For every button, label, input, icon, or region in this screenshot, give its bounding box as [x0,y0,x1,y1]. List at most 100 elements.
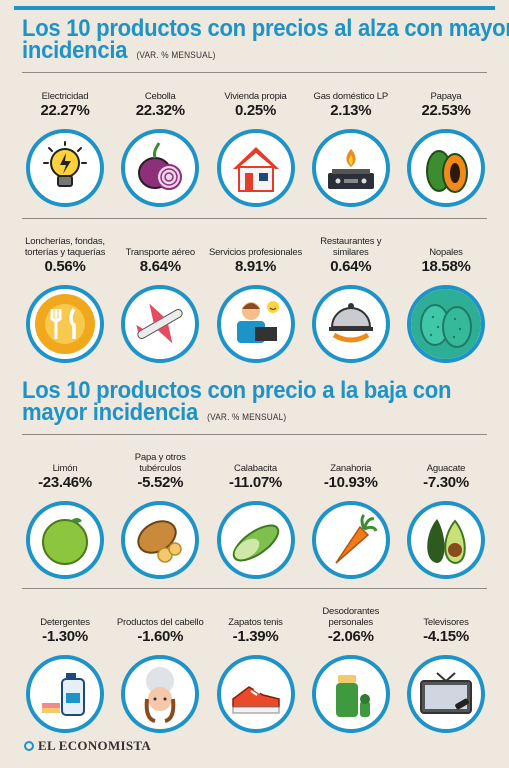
lime-icon [26,501,104,579]
lightbulb-icon [26,129,104,207]
item-label: Papa y otros tubérculos [134,452,186,474]
brand-mark-icon [24,741,34,751]
zucchini-icon [216,501,295,579]
item-label: Vivienda propia [224,90,287,102]
item-televisores: Televisores -4.15% [399,596,493,733]
item-value: -23.46% [38,474,92,491]
item-label: Zanahoria [330,462,372,474]
item-label: Zapatos tenis [228,616,283,628]
top-bar [14,6,495,10]
item-detergentes: Detergentes -1.30% [18,596,112,733]
item-papa: Papa y otros tubérculos -5.52% [113,452,207,579]
item-label: Nopales [429,246,463,258]
item-value: 22.27% [40,102,90,119]
divider [22,588,487,589]
house-icon [216,129,295,207]
item-value: 22.53% [421,102,471,119]
item-label: Productos del cabello [116,616,204,628]
item-value: -2.06% [327,628,374,645]
item-label: Electricidad [41,90,89,102]
item-value: 8.64% [139,258,181,275]
onion-icon [121,129,200,207]
item-label: Servicios profesionales [208,246,303,258]
item-papaya: Papaya 22.53% [399,80,493,207]
item-cebolla: Cebolla 22.32% [113,80,207,207]
item-restaurantes: Restaurantes y similares 0.64% [304,226,398,363]
cloche-icon [311,285,390,363]
item-vivienda: Vivienda propia 0.25% [209,80,303,207]
item-value: 0.56% [44,258,86,275]
hair-icon [121,655,200,733]
down-row-2: Detergentes -1.30% Productos del cabello… [18,596,493,733]
nopal-icon [407,285,485,363]
item-label: Papaya [430,90,462,102]
item-limon: Limón -23.46% [18,452,112,579]
section-down-title-line1: Los 10 productos con precio a la baja co… [22,377,452,404]
brand-name: EL ECONOMISTA [38,738,152,753]
item-value: 2.13% [330,102,372,119]
professional-icon [216,285,295,363]
item-label: Gas doméstico LP [313,90,389,102]
brand-logo: EL ECONOMISTA [24,738,151,754]
item-servicios: Servicios profesionales 8.91% [209,226,303,363]
tv-icon [407,655,485,733]
item-value: 8.91% [234,258,277,275]
section-up-title-line2: incidencia [22,37,128,64]
item-label: Loncherías, fondas, torterías y taquería… [24,236,106,258]
item-value: -11.07% [229,474,282,491]
item-zanahoria: Zanahoria -10.93% [304,452,398,579]
item-label: Restaurantes y similares [320,236,382,258]
avocado-icon [407,501,485,579]
item-value: -1.60% [137,628,184,645]
item-label: Calabacita [234,462,277,474]
divider [22,72,487,73]
item-transporte: Transporte aéreo 8.64% [113,226,207,363]
item-label: Detergentes [40,616,90,628]
section-up-title-line1: Los 10 productos con precios al alza con… [22,15,509,42]
item-value: -1.30% [42,628,88,645]
item-value: -4.15% [423,628,469,645]
item-value: 18.58% [421,258,471,275]
item-label: Cebolla [144,90,176,102]
gas-stove-icon [311,129,390,207]
deodorant-icon [311,655,390,733]
item-value: 0.64% [330,258,372,275]
section-up-title: Los 10 productos con precios al alza con… [22,15,509,66]
item-value: -7.30% [423,474,469,491]
sneaker-icon [216,655,295,733]
section-down-note: (VAR. % MENSUAL) [207,412,287,422]
up-row-2: Loncherías, fondas, torterías y taquería… [18,226,493,363]
divider [22,434,487,435]
section-down-title-line2: mayor incidencia [22,399,198,426]
item-desodorantes: Desodorantes personales -2.06% [304,596,398,733]
item-loncherias: Loncherías, fondas, torterías y taquería… [18,226,112,363]
item-gas: Gas doméstico LP 2.13% [304,80,398,207]
down-row-1: Limón -23.46% Papa y otros tubérculos -5… [18,452,493,579]
item-value: 0.25% [234,102,277,119]
airplane-icon [121,285,200,363]
item-label: Transporte aéreo [125,246,196,258]
item-zapatos: Zapatos tenis -1.39% [209,596,303,733]
divider [22,218,487,219]
item-value: -10.93% [323,474,378,491]
carrot-icon [311,501,390,579]
item-cabello: Productos del cabello -1.60% [113,596,207,733]
item-value: 22.32% [135,102,185,119]
item-value: -5.52% [137,474,184,491]
potato-icon [121,501,200,579]
plate-cutlery-icon [26,285,104,363]
item-calabacita: Calabacita -11.07% [209,452,303,579]
item-nopales: Nopales 18.58% [399,226,493,363]
section-down-title: Los 10 productos con precio a la baja co… [22,377,454,428]
up-row-1: Electricidad 22.27% Cebolla 22.32% Vivie… [18,80,493,207]
item-label: Desodorantes personales [322,606,380,628]
papaya-icon [407,129,485,207]
item-aguacate: Aguacate -7.30% [399,452,493,579]
section-up-note: (VAR. % MENSUAL) [136,50,216,60]
detergent-icon [26,655,104,733]
item-label: Televisores [423,616,469,628]
item-label: Limón [52,462,78,474]
item-electricidad: Electricidad 22.27% [18,80,112,207]
item-value: -1.39% [232,628,279,645]
item-label: Aguacate [426,462,466,474]
